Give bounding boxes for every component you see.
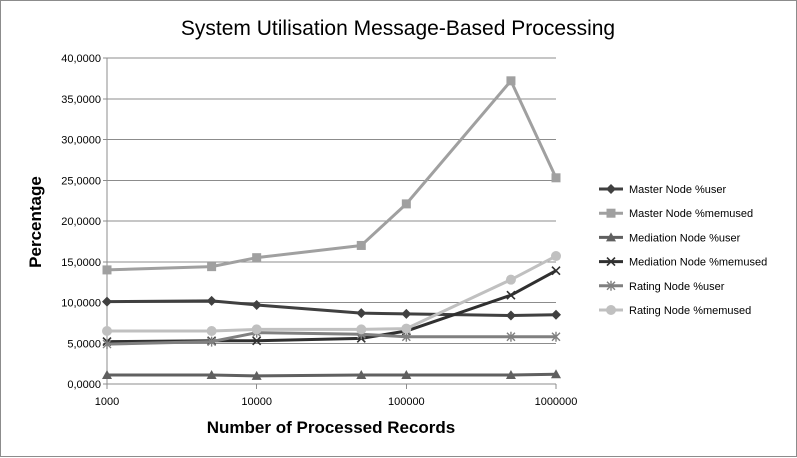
data-point-star bbox=[102, 339, 112, 350]
y-tick-label: 0,0000 bbox=[67, 379, 101, 391]
data-point-x bbox=[506, 290, 516, 300]
data-point-triangle bbox=[251, 370, 262, 380]
data-point-circle bbox=[401, 323, 412, 334]
data-point-circle bbox=[251, 324, 262, 335]
y-tick-label: 35,0000 bbox=[61, 94, 101, 106]
data-point-diamond bbox=[606, 184, 616, 194]
data-point-triangle bbox=[206, 370, 217, 380]
data-point-square bbox=[102, 265, 112, 275]
data-point-square bbox=[506, 76, 516, 86]
legend-item: Rating Node %user bbox=[599, 281, 725, 293]
data-point-circle bbox=[606, 305, 616, 315]
data-point-triangle bbox=[401, 370, 412, 380]
x-tick-label: 10000 bbox=[241, 396, 272, 408]
legend-item: Mediation Node %memused bbox=[599, 257, 767, 269]
data-point-square bbox=[551, 173, 561, 183]
series bbox=[102, 76, 561, 275]
axes: 0,0000 5,0000 10,0000 15,0000 20,0000 25,0000… bbox=[61, 53, 577, 408]
data-point-star bbox=[606, 280, 616, 291]
data-point-x bbox=[551, 266, 561, 276]
legend-item: Master Node %memused bbox=[599, 208, 753, 220]
series-line bbox=[106, 79, 558, 272]
legend: Master Node %user Master Node %memused Med… bbox=[599, 184, 767, 317]
data-point-diamond bbox=[551, 309, 561, 320]
data-point-square bbox=[606, 208, 616, 218]
data-point-triangle bbox=[606, 232, 616, 242]
data-point-diamond bbox=[102, 296, 112, 307]
data-point-diamond bbox=[206, 295, 217, 306]
series bbox=[102, 251, 561, 337]
data-point-diamond bbox=[356, 308, 367, 319]
data-point-diamond bbox=[401, 308, 412, 319]
data-point-circle bbox=[551, 251, 561, 262]
legend-item: Rating Node %memused bbox=[599, 305, 751, 317]
y-axis-title: Percentage bbox=[26, 176, 45, 268]
legend-item: Mediation Node %user bbox=[599, 232, 741, 244]
chart-title: System Utilisation Message-Based Process… bbox=[181, 17, 615, 40]
data-point-star bbox=[207, 336, 217, 347]
data-point-star bbox=[506, 331, 516, 342]
y-tick-label: 40,0000 bbox=[61, 53, 101, 65]
legend-label: Rating Node %memused bbox=[629, 305, 751, 317]
x-tick-label: 1000 bbox=[95, 396, 119, 408]
data-point-circle bbox=[505, 274, 516, 285]
legend-label: Mediation Node %memused bbox=[629, 257, 767, 269]
data-point-triangle bbox=[356, 370, 367, 380]
data-point-diamond bbox=[505, 310, 516, 321]
data-point-circle bbox=[356, 324, 367, 335]
data-point-triangle bbox=[102, 370, 112, 380]
data-point-square bbox=[252, 253, 262, 263]
x-tick-label: 100000 bbox=[388, 396, 425, 408]
data-point-circle bbox=[206, 326, 217, 337]
series-group bbox=[102, 76, 561, 380]
legend-label: Mediation Node %user bbox=[629, 232, 741, 244]
y-tick-label: 15,0000 bbox=[61, 257, 101, 269]
y-tick-label: 25,0000 bbox=[61, 175, 101, 187]
data-point-star bbox=[551, 331, 561, 342]
data-point-circle bbox=[102, 326, 112, 337]
x-axis-title: Number of Processed Records bbox=[207, 418, 455, 437]
x-tick-label: 1000000 bbox=[535, 396, 578, 408]
data-point-square bbox=[356, 240, 366, 250]
series-line bbox=[107, 372, 557, 378]
series bbox=[102, 295, 561, 321]
data-point-square bbox=[401, 199, 411, 209]
legend-label: Rating Node %user bbox=[629, 281, 725, 293]
legend-item: Master Node %user bbox=[599, 184, 727, 196]
data-point-triangle bbox=[551, 369, 561, 379]
data-point-triangle bbox=[505, 370, 516, 380]
data-point-x bbox=[606, 257, 616, 267]
y-tick-label: 5,0000 bbox=[67, 338, 101, 350]
legend-label: Master Node %memused bbox=[629, 208, 753, 220]
y-tick-label: 20,0000 bbox=[61, 216, 101, 228]
y-tick-label: 10,0000 bbox=[61, 298, 101, 310]
legend-label: Master Node %user bbox=[629, 184, 727, 196]
data-point-diamond bbox=[251, 299, 262, 310]
y-tick-label: 30,0000 bbox=[61, 135, 101, 147]
data-point-square bbox=[207, 262, 217, 272]
data-point-x bbox=[252, 336, 262, 346]
series bbox=[102, 369, 561, 380]
